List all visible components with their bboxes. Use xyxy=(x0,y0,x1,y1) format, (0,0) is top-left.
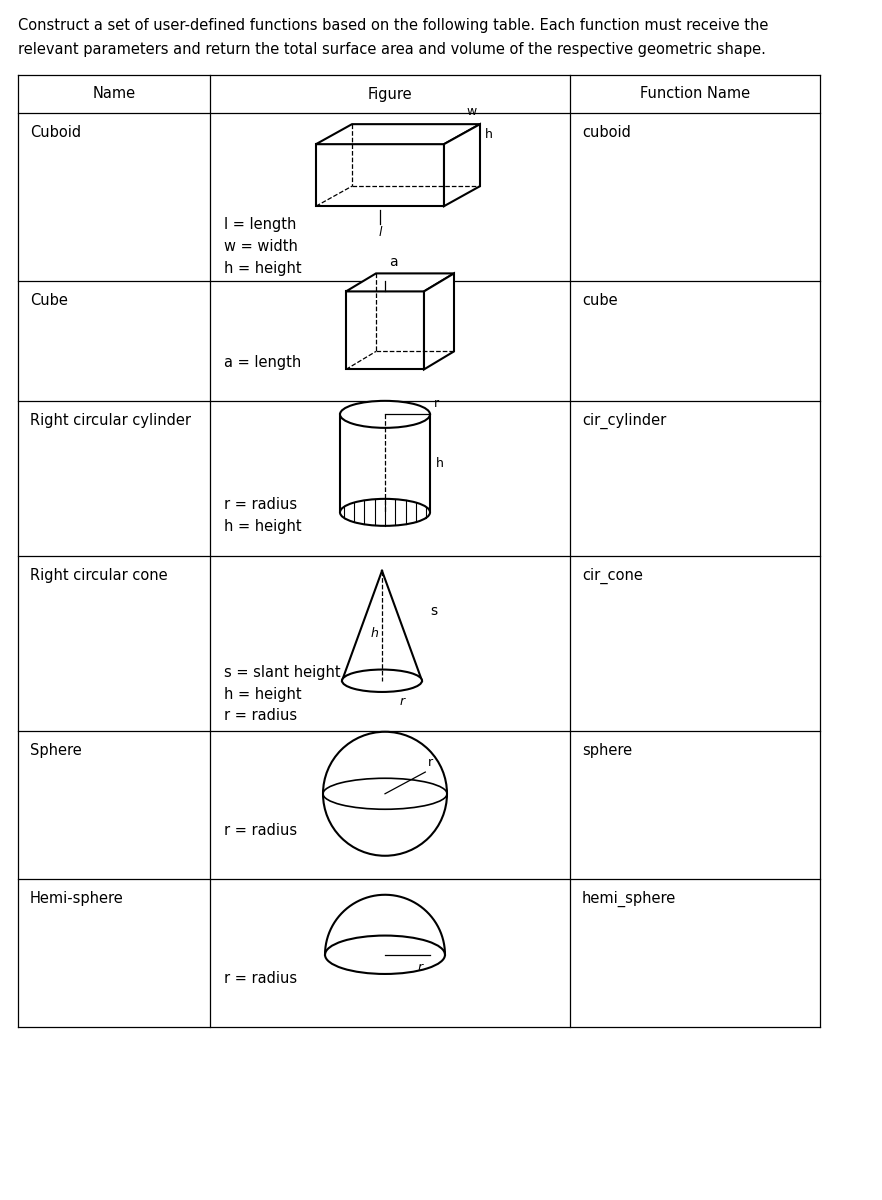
Polygon shape xyxy=(346,274,454,292)
Text: sphere: sphere xyxy=(582,743,632,758)
Text: h = height: h = height xyxy=(224,686,302,702)
Text: r = radius: r = radius xyxy=(224,971,297,985)
Text: Name: Name xyxy=(93,86,136,102)
Text: r: r xyxy=(429,756,433,769)
Polygon shape xyxy=(346,292,424,370)
Ellipse shape xyxy=(340,401,430,428)
Ellipse shape xyxy=(325,936,445,974)
Text: s: s xyxy=(430,604,437,618)
Text: h = height: h = height xyxy=(224,262,302,276)
Text: Sphere: Sphere xyxy=(30,743,82,758)
Ellipse shape xyxy=(342,670,422,692)
Text: r: r xyxy=(400,695,405,708)
Polygon shape xyxy=(316,124,480,144)
Text: cube: cube xyxy=(582,293,617,308)
Text: Function Name: Function Name xyxy=(640,86,750,102)
Text: h = height: h = height xyxy=(224,520,302,534)
Text: h: h xyxy=(370,628,378,641)
Text: w: w xyxy=(466,106,476,118)
Circle shape xyxy=(323,732,447,856)
Text: Figure: Figure xyxy=(368,86,412,102)
Text: w = width: w = width xyxy=(224,239,298,254)
Text: a: a xyxy=(389,256,398,269)
Text: r = radius: r = radius xyxy=(224,708,297,724)
Text: l: l xyxy=(378,226,382,239)
Text: cuboid: cuboid xyxy=(582,125,631,140)
Ellipse shape xyxy=(340,499,430,526)
Text: hemi_sphere: hemi_sphere xyxy=(582,890,676,907)
Text: l = length: l = length xyxy=(224,217,296,232)
Text: cir_cylinder: cir_cylinder xyxy=(582,413,666,430)
Text: Hemi-sphere: Hemi-sphere xyxy=(30,890,123,906)
Text: h: h xyxy=(485,127,493,140)
Text: Right circular cylinder: Right circular cylinder xyxy=(30,413,191,428)
Polygon shape xyxy=(444,124,480,206)
Text: cir_cone: cir_cone xyxy=(582,568,643,584)
Text: Cube: Cube xyxy=(30,293,68,308)
Text: r = radius: r = radius xyxy=(224,497,297,512)
Text: a = length: a = length xyxy=(224,355,302,371)
Polygon shape xyxy=(424,274,454,370)
Text: s = slant height: s = slant height xyxy=(224,665,340,679)
Text: relevant parameters and return the total surface area and volume of the respecti: relevant parameters and return the total… xyxy=(18,42,766,56)
Polygon shape xyxy=(316,144,444,206)
Text: r: r xyxy=(418,961,423,973)
Text: h: h xyxy=(436,457,444,470)
Text: r: r xyxy=(434,397,439,410)
Text: r = radius: r = radius xyxy=(224,823,297,838)
Text: Right circular cone: Right circular cone xyxy=(30,568,168,583)
Text: Cuboid: Cuboid xyxy=(30,125,81,140)
Text: Construct a set of user-defined functions based on the following table. Each fun: Construct a set of user-defined function… xyxy=(18,18,768,32)
